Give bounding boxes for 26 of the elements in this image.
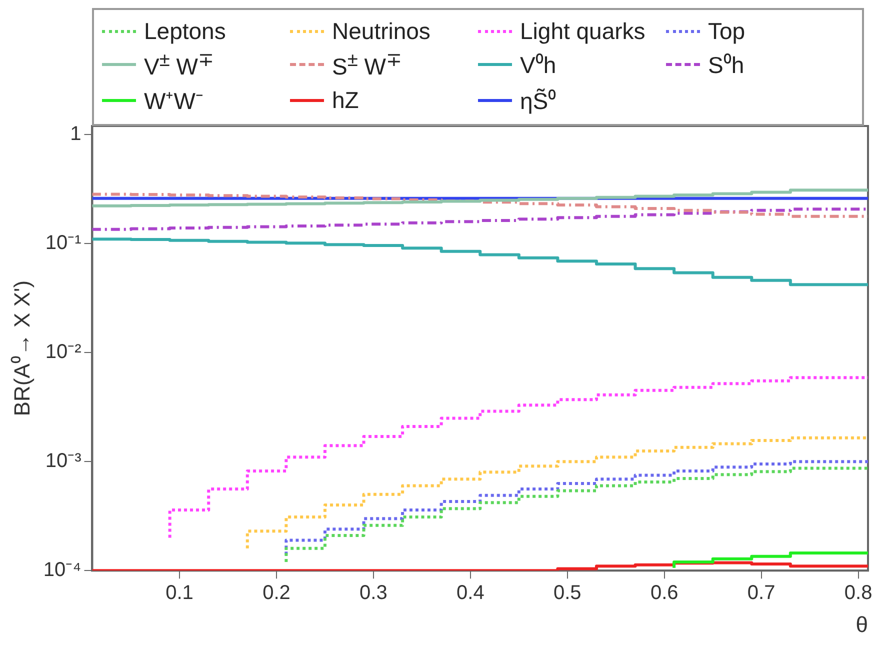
- legend-label: Leptons: [144, 18, 226, 45]
- x-tick-label: 0.7: [747, 582, 776, 604]
- y-tick-label: 10⁻³: [45, 450, 82, 472]
- legend-label: Neutrinos: [332, 18, 430, 45]
- x-tick-label: 0.3: [360, 582, 388, 604]
- x-tick-label: 0.6: [650, 582, 678, 604]
- legend-label: V⁰h: [520, 51, 556, 80]
- legend-label: Top: [708, 18, 746, 45]
- x-tick-label: 0.2: [262, 582, 290, 604]
- x-tick-label: 0.4: [456, 582, 484, 604]
- x-tick-label: 0.5: [553, 582, 582, 604]
- legend-label: hZ: [332, 86, 359, 114]
- legend-label: ηS̃⁰: [520, 87, 556, 116]
- legend-label: V$^{±}$ W$^{∓}$: [144, 49, 214, 81]
- y-tick-label: 10⁻²: [45, 341, 82, 364]
- legend-label: S⁰h: [708, 51, 744, 80]
- x-tick-label: 0.1: [166, 582, 194, 604]
- y-tick-label: 1: [70, 123, 82, 146]
- legend-label: Light quarks: [520, 18, 646, 45]
- legend-label: W⁺W⁻: [144, 87, 204, 116]
- x-axis-title: θ: [856, 612, 868, 637]
- y-axis-title: BR(A⁰→ X X'): [9, 280, 34, 416]
- y-tick-label: 10⁻¹: [45, 232, 82, 254]
- legend-label: S$^{±}$ W$^{∓}$: [332, 49, 402, 81]
- y-tick-label: 10⁻⁴: [43, 559, 82, 582]
- x-tick-label: 0.8: [844, 582, 872, 604]
